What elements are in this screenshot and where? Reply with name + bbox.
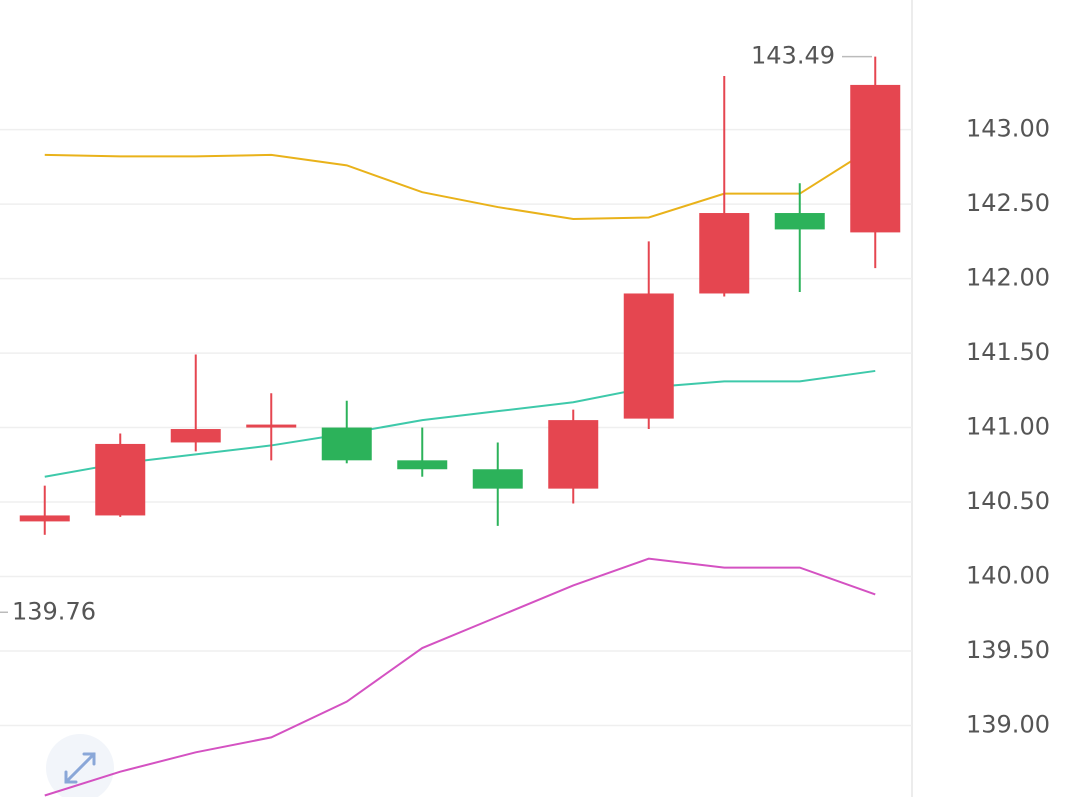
expand-circle[interactable] [46, 734, 114, 797]
band-line [44, 557, 876, 797]
annotation-label: 143.49 [751, 42, 835, 70]
y-tick-label: 142.00 [966, 264, 1050, 292]
candle-body [321, 427, 372, 461]
y-tick-label: 141.50 [966, 338, 1050, 366]
candle-body [850, 84, 901, 233]
candle-body [170, 429, 221, 443]
band-line [44, 145, 876, 220]
y-tick-label: 139.50 [966, 636, 1050, 664]
y-tick-label: 139.00 [966, 710, 1050, 738]
candle-body [472, 469, 523, 489]
candle-body [246, 424, 297, 428]
y-tick-label: 141.00 [966, 413, 1050, 441]
candle-body [699, 213, 750, 294]
y-tick-label: 140.50 [966, 487, 1050, 515]
candle-body [623, 293, 674, 419]
candle-body [397, 460, 448, 470]
expand-button[interactable] [46, 734, 114, 797]
candle-body [774, 213, 825, 230]
y-tick-label: 143.00 [966, 115, 1050, 143]
expand-icon[interactable] [64, 752, 96, 784]
candle-body [548, 420, 599, 489]
band-line [44, 369, 876, 478]
y-tick-label: 140.00 [966, 562, 1050, 590]
candle-body [95, 443, 146, 516]
annotation-label: 139.76 [12, 597, 96, 625]
y-tick-label: 142.50 [966, 189, 1050, 217]
candle-body [19, 515, 70, 522]
